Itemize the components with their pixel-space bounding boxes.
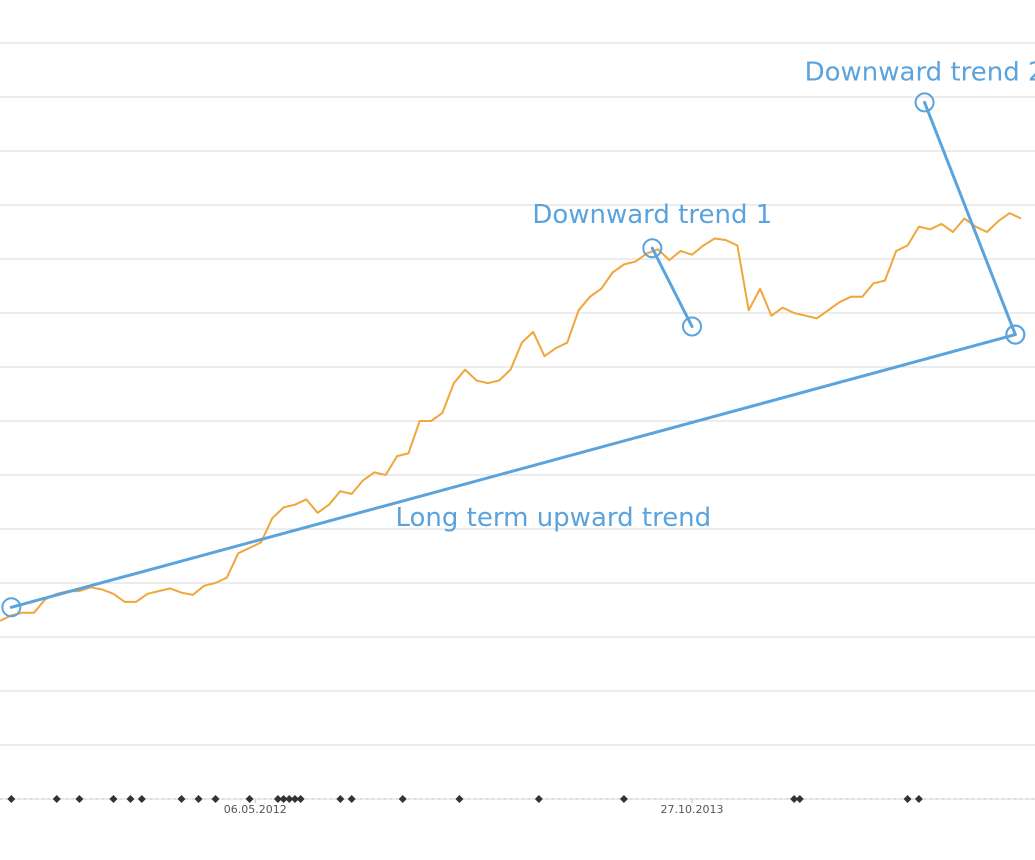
- event-marker: [137, 795, 146, 803]
- event-marker: [914, 795, 923, 803]
- event-marker: [211, 795, 220, 803]
- event-marker: [790, 795, 799, 803]
- event-marker: [296, 795, 305, 803]
- x-tick-label: 06.05.2012: [224, 803, 287, 816]
- trend-line-3: [923, 100, 1017, 337]
- trend-line-1: [9, 333, 1017, 609]
- event-marker: [126, 795, 135, 803]
- event-marker: [7, 795, 16, 803]
- x-axis-ticks: 06.05.2012 27.10.2013: [224, 799, 724, 816]
- event-marker: [534, 795, 543, 803]
- event-marker: [285, 795, 294, 803]
- trend-end-marker: [1005, 324, 1026, 345]
- chart-gridlines: [0, 42, 1035, 800]
- event-marker: [273, 795, 282, 803]
- trend-line-2: [650, 246, 694, 328]
- trend-markers: [1, 92, 1026, 618]
- event-markers: [7, 795, 923, 803]
- trend-lines: [9, 100, 1017, 609]
- trend-labels: Long term upward trend Downward trend 1 Do…: [396, 57, 1035, 533]
- event-marker: [795, 795, 804, 803]
- event-marker: [194, 795, 203, 803]
- event-marker: [52, 795, 61, 803]
- trend-label-3: Downward trend 2: [805, 57, 1035, 87]
- trend-start-marker: [914, 92, 935, 113]
- event-marker: [177, 795, 186, 803]
- event-marker: [455, 795, 464, 803]
- trend-label-1: Long term upward trend: [396, 503, 712, 533]
- event-marker: [398, 795, 407, 803]
- event-marker: [336, 795, 345, 803]
- event-marker: [619, 795, 628, 803]
- event-marker: [245, 795, 254, 803]
- x-tick-label: 27.10.2013: [661, 803, 724, 816]
- event-marker: [279, 795, 288, 803]
- event-marker: [290, 795, 299, 803]
- trend-label-2: Downward trend 1: [532, 200, 772, 230]
- trend-start-marker: [642, 238, 663, 259]
- event-marker: [903, 795, 912, 803]
- event-marker: [347, 795, 356, 803]
- series-line: [0, 212, 1022, 622]
- trend-end-marker: [682, 316, 703, 337]
- event-marker: [75, 795, 84, 803]
- event-marker: [109, 795, 118, 803]
- trend-start-marker: [1, 597, 22, 618]
